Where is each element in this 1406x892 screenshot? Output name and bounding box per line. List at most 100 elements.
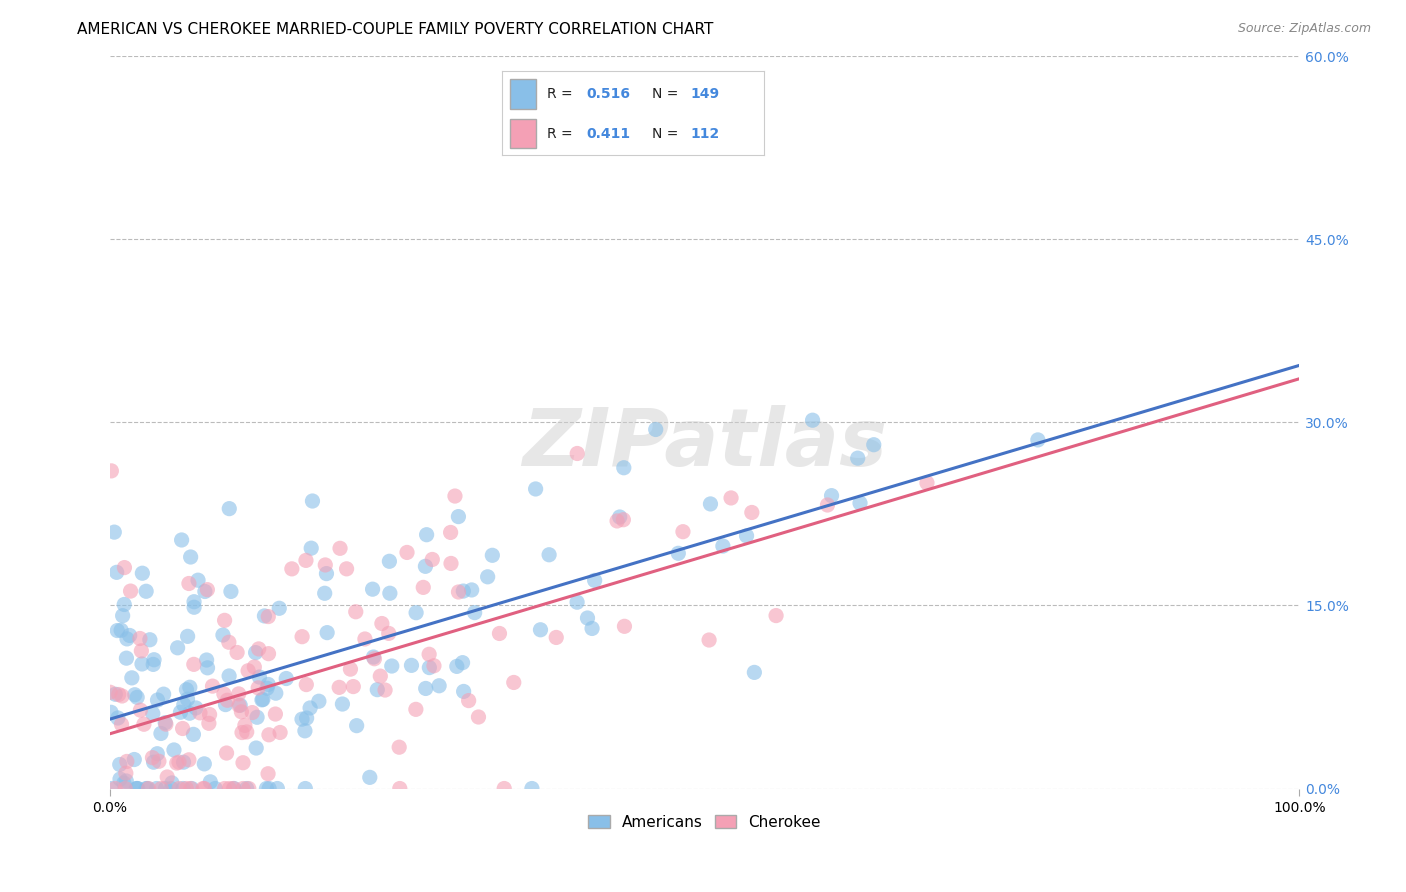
Point: [269, 725, 291, 739]
Point: [247, 641, 270, 656]
Point: [332, 697, 354, 711]
Point: [328, 681, 350, 695]
Point: [697, 633, 720, 648]
Point: [229, 698, 252, 713]
Point: [346, 719, 368, 733]
Point: [339, 662, 361, 676]
Point: [299, 541, 322, 556]
Point: [228, 698, 250, 713]
Point: [240, 706, 263, 720]
Point: [195, 582, 218, 597]
Point: [212, 687, 235, 701]
Point: [344, 605, 367, 619]
Point: [172, 781, 194, 796]
Point: [291, 630, 314, 644]
Point: [481, 549, 503, 563]
Point: [238, 781, 260, 796]
Point: [114, 781, 136, 796]
Point: [401, 658, 423, 673]
Point: [256, 681, 278, 696]
Point: [613, 619, 636, 633]
Point: [114, 560, 136, 574]
Point: [299, 701, 322, 715]
Point: [368, 669, 391, 683]
Point: [371, 616, 394, 631]
Point: [149, 726, 172, 740]
Point: [366, 682, 388, 697]
Point: [179, 680, 201, 694]
Point: [218, 635, 240, 649]
Point: [222, 781, 245, 796]
Point: [295, 711, 318, 725]
Point: [915, 475, 938, 490]
Point: [235, 725, 257, 739]
Point: [198, 707, 221, 722]
Point: [160, 776, 183, 790]
Point: [176, 692, 198, 706]
Point: [423, 658, 446, 673]
Point: [316, 625, 339, 640]
Point: [247, 670, 270, 684]
Point: [377, 626, 399, 640]
Point: [146, 747, 169, 761]
Point: [100, 781, 122, 796]
Point: [142, 706, 165, 721]
Point: [110, 717, 132, 731]
Point: [720, 491, 742, 505]
Point: [440, 557, 463, 571]
Point: [180, 781, 202, 796]
Point: [172, 722, 194, 736]
Point: [183, 600, 205, 615]
Point: [167, 755, 190, 769]
Point: [741, 506, 763, 520]
Point: [212, 628, 235, 642]
Point: [439, 525, 461, 540]
Point: [115, 766, 138, 780]
Point: [183, 657, 205, 672]
Point: [502, 675, 524, 690]
Point: [301, 494, 323, 508]
Point: [735, 529, 758, 543]
Point: [711, 539, 734, 553]
Point: [111, 689, 134, 703]
Point: [217, 693, 239, 707]
Point: [405, 702, 427, 716]
Point: [820, 489, 842, 503]
Point: [335, 562, 357, 576]
Point: [264, 707, 287, 722]
Point: [167, 781, 190, 796]
Point: [862, 438, 884, 452]
Point: [170, 533, 193, 547]
Point: [744, 665, 766, 680]
Point: [201, 679, 224, 693]
Point: [139, 632, 162, 647]
Point: [232, 756, 254, 770]
Point: [127, 781, 149, 796]
Point: [183, 595, 205, 609]
Point: [269, 601, 291, 615]
Legend: Americans, Cherokee: Americans, Cherokee: [582, 808, 827, 836]
Point: [464, 606, 486, 620]
Point: [98, 685, 121, 699]
Point: [198, 716, 221, 731]
Point: [666, 546, 689, 560]
Point: [184, 701, 207, 715]
Point: [1026, 433, 1049, 447]
Point: [453, 684, 475, 698]
Point: [228, 687, 250, 701]
Point: [467, 710, 489, 724]
Point: [183, 727, 205, 741]
Point: [110, 624, 132, 638]
Point: [218, 501, 240, 516]
Point: [257, 766, 280, 780]
Point: [291, 712, 314, 726]
Text: AMERICAN VS CHEROKEE MARRIED-COUPLE FAMILY POVERTY CORRELATION CHART: AMERICAN VS CHEROKEE MARRIED-COUPLE FAMI…: [77, 22, 714, 37]
Point: [253, 609, 276, 624]
Point: [246, 710, 269, 724]
Point: [395, 545, 418, 559]
Point: [613, 460, 636, 475]
Point: [166, 640, 188, 655]
Point: [378, 586, 401, 600]
Point: [118, 628, 141, 642]
Point: [142, 755, 165, 769]
